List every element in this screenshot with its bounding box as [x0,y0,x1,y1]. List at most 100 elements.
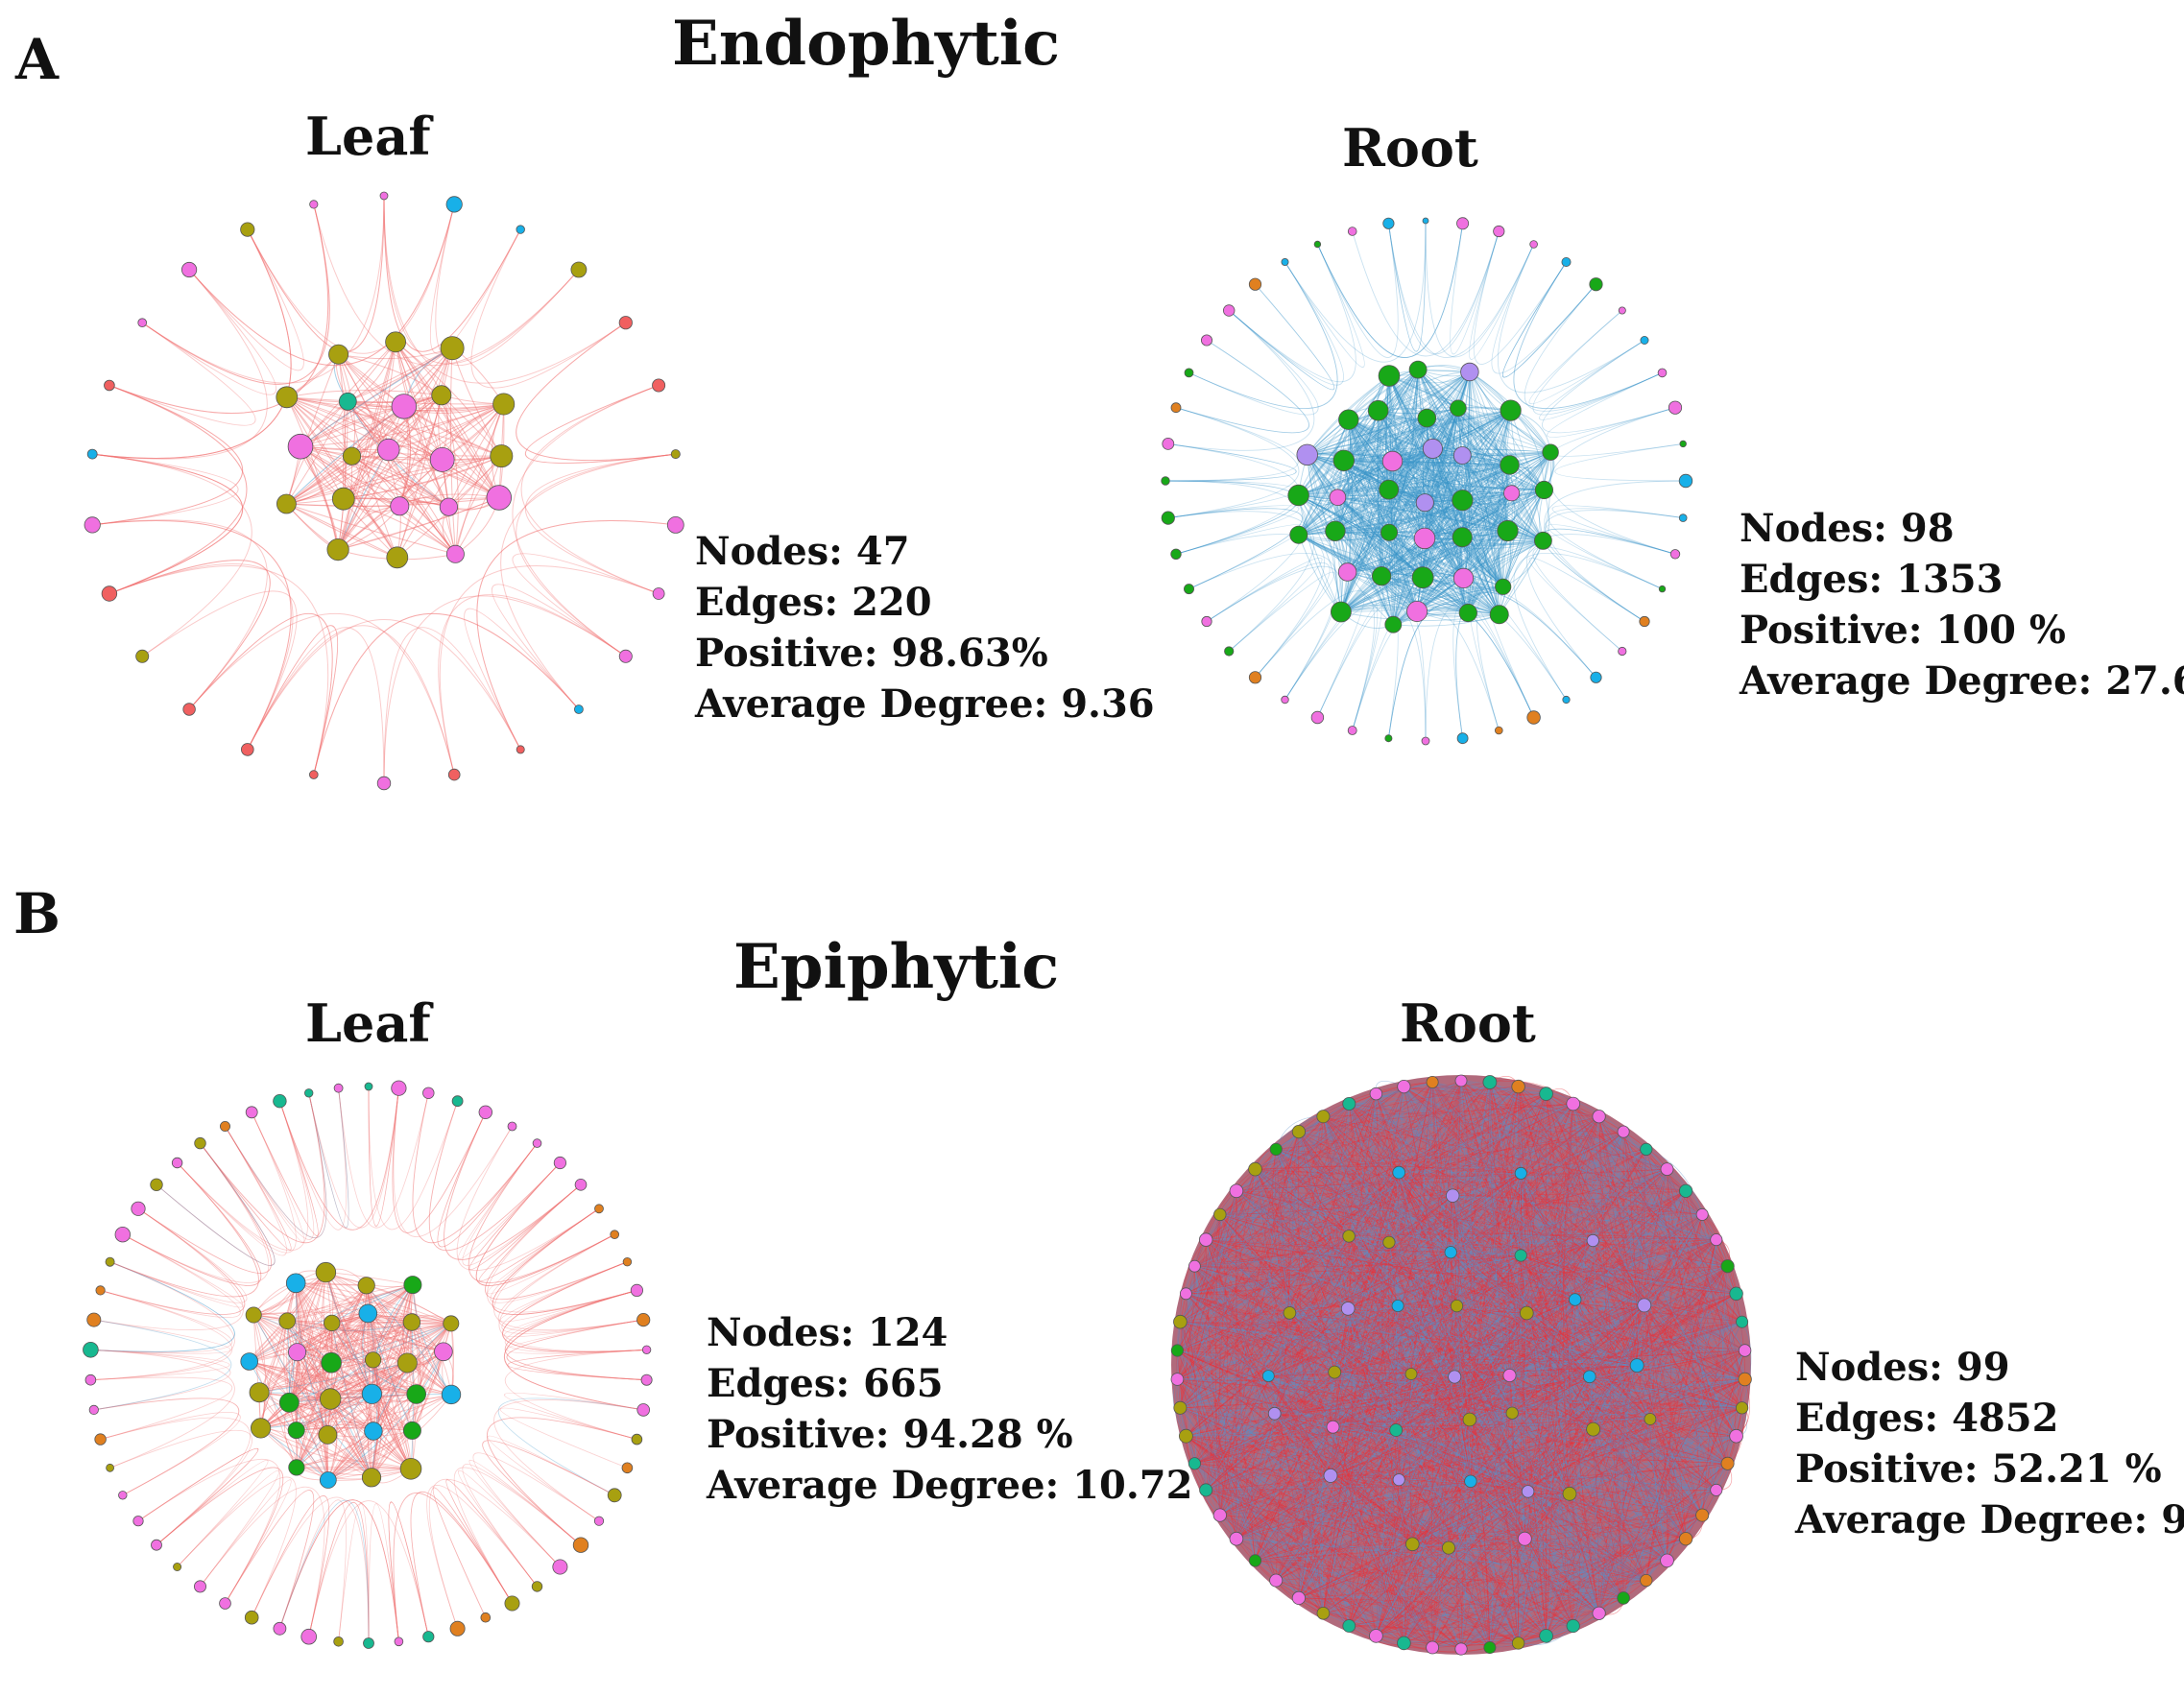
positive-edge [1186,1293,1349,1309]
negative-edge [1194,1265,1728,1465]
positive-edge [395,341,502,457]
positive-edge [331,1323,372,1478]
negative-edge [1298,494,1469,613]
network-node [636,1403,650,1417]
positive-edge [137,1142,273,1274]
positive-edge [1572,1515,1703,1627]
positive-edge [1205,1305,1457,1491]
positive-edge [1649,1419,1687,1540]
epiphytic-root-network [1170,1074,1752,1656]
positive-edge [297,1321,412,1353]
negative-edge [1323,1116,1472,1482]
positive-edge [368,1503,399,1644]
negative-edge [1332,1426,1646,1581]
positive-edge [1388,1242,1413,1544]
positive-edge [458,1469,561,1588]
positive-edge [1546,1093,1638,1366]
network-node [319,1471,337,1489]
positive-edge [1330,1365,1638,1476]
positive-edge [1395,1305,1457,1431]
negative-edge [1457,408,1504,587]
negative-edge [1388,371,1471,490]
positive-edge [1546,1103,1574,1636]
positive-edge [1323,1547,1450,1614]
positive-edge [252,1314,266,1428]
negative-edge [1546,1093,1737,1437]
positive-edge [1431,1624,1573,1648]
network-node [287,433,314,460]
negative-edge [1572,1103,1687,1192]
negative-edge [1388,375,1504,587]
negative-edge [1348,1308,1594,1430]
positive-edge [410,1491,513,1637]
negative-edge [1572,1103,1645,1306]
negative-edge [1589,1375,1742,1409]
negative-edge [1255,1168,1594,1430]
positive-edge [286,390,442,398]
network-node [1497,519,1519,542]
positive-edge [1275,1305,1399,1581]
positive-edge [286,1321,413,1431]
negative-edge [1520,1254,1647,1581]
negative-edge [1376,1374,1412,1636]
positive-edge [368,1086,459,1230]
positive-edge [1236,1463,1728,1540]
negative-edge [1236,1103,1573,1540]
positive-edge [1219,1214,1594,1430]
negative-edge [1432,1597,1624,1648]
negative-edge [1323,1082,1433,1613]
negative-edge [1410,1086,1519,1374]
positive-edge [512,385,660,657]
positive-edge [1622,1266,1728,1598]
negative-edge [1448,1490,1716,1548]
positive-edge [1509,1239,1716,1376]
negative-edge [1333,1115,1599,1373]
negative-edge [1219,1168,1668,1215]
positive-edge [1186,1435,1413,1545]
network-node [1212,1508,1227,1522]
positive-edge [1275,1239,1716,1581]
positive-edge [1569,1493,1580,1627]
negative-edge [1424,408,1459,538]
negative-edge [1255,1168,1590,1377]
positive-edge [1348,1149,1646,1309]
negative-edge [1395,1429,1519,1644]
negative-edge [1340,499,1463,612]
positive-edge [1323,1305,1399,1613]
positive-edge [1469,1419,1668,1562]
positive-edge [1454,1376,1742,1409]
positive-edge [1572,1103,1742,1323]
positive-edge [1177,1350,1571,1494]
negative-edge [1343,460,1418,612]
network-node [1589,277,1603,292]
negative-edge [1454,1376,1571,1494]
positive-edge [1255,1168,1349,1309]
negative-edge [1275,1149,1491,1648]
positive-edge [297,1351,329,1481]
positive-edge [1456,1305,1519,1643]
positive-edge [1177,1378,1573,1627]
negative-edge [1180,1407,1624,1599]
positive-edge [1572,1103,1599,1613]
positive-edge [1194,1172,1400,1267]
positive-edge [1332,1376,1455,1428]
positive-edge [1194,1103,1350,1267]
negative-edge [1298,1132,1324,1613]
negative-edge [1205,1239,1256,1561]
negative-edge [1404,1086,1599,1613]
positive-edge [1448,1149,1647,1548]
negative-edge [1547,524,1676,590]
positive-edge [368,1313,452,1396]
negative-edge [1645,1407,1742,1581]
negative-edge [1452,1195,1575,1301]
positive-edge [1217,1190,1237,1516]
negative-edge [1469,371,1504,587]
network-node [1640,1142,1653,1157]
positive-edge [502,1261,647,1352]
positive-edge [289,1389,452,1403]
negative-edge [1645,1149,1668,1561]
negative-edge [1572,1103,1647,1581]
negative-edge [1332,1426,1377,1636]
negative-edge [1469,371,1504,587]
negative-edge [1289,1132,1300,1313]
